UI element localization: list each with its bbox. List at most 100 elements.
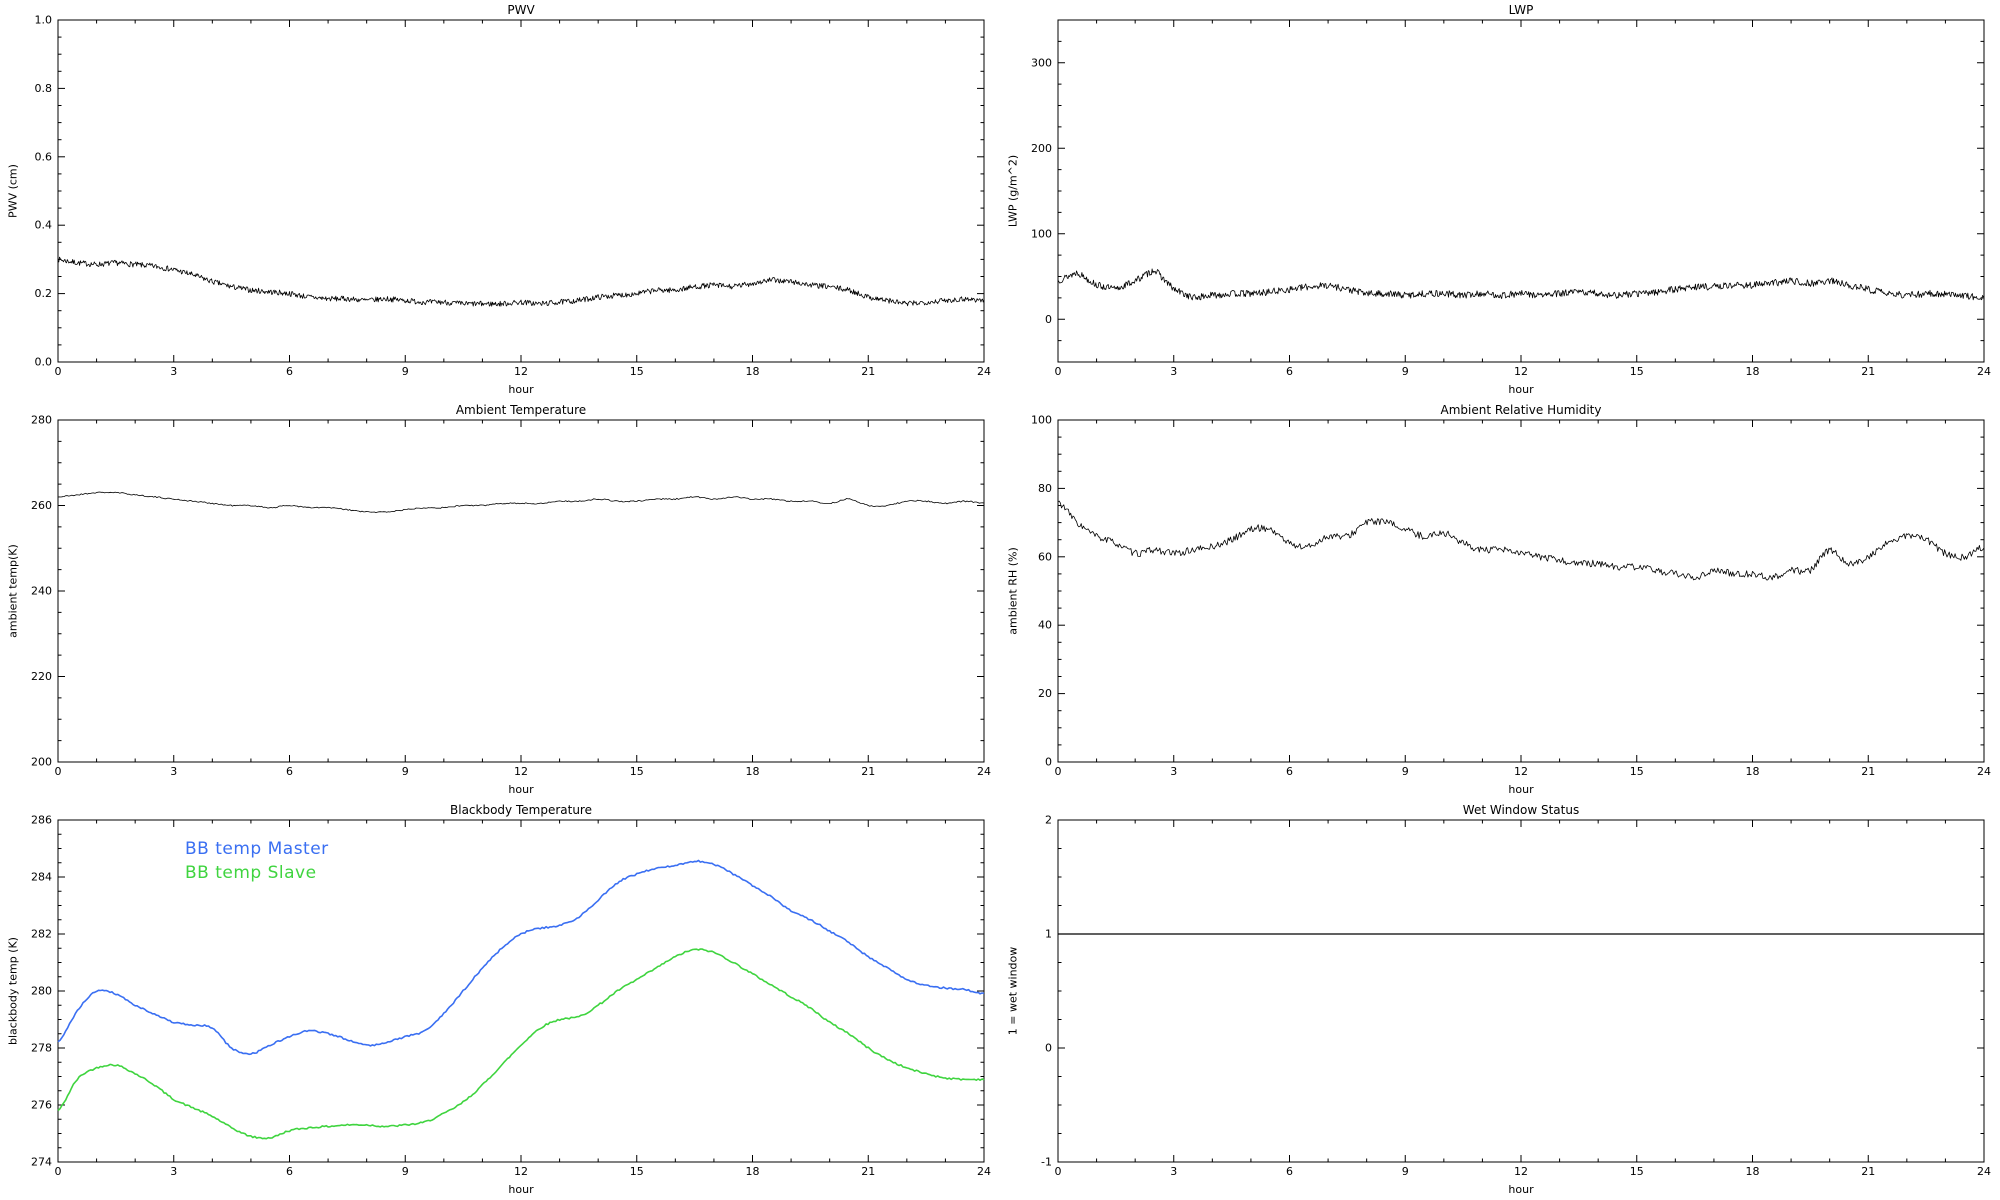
svg-text:0: 0: [1045, 756, 1052, 769]
svg-text:15: 15: [630, 365, 644, 378]
blackbody-temperature-x-axis-label: hour: [508, 1183, 534, 1196]
ambient-temperature-title: Ambient Temperature: [455, 403, 587, 417]
svg-text:24: 24: [977, 765, 991, 778]
svg-text:21: 21: [1861, 365, 1875, 378]
pwv-title: PWV: [507, 3, 535, 17]
pwv-y-axis-label: PWV (cm): [6, 164, 20, 218]
plot-pwv: 0 3 6 9 12 15 18 21 24 0.0 0.2 0.4 0.6 0.8 1.0 PWV PWV…: [0, 0, 1000, 400]
svg-text:0: 0: [55, 365, 62, 378]
pwv-chart-canvas: 0 3 6 9 12 15 18 21 24 0.0 0.2 0.4 0.6 0.8 1.0: [35, 14, 992, 379]
svg-text:24: 24: [1977, 365, 1991, 378]
svg-text:18: 18: [1746, 1165, 1760, 1178]
pwv-x-axis-label: hour: [508, 383, 534, 396]
svg-text:3: 3: [170, 365, 177, 378]
svg-text:6: 6: [1286, 765, 1293, 778]
svg-text:18: 18: [746, 365, 760, 378]
blackbody-legend: BB temp Master BB temp Slave: [185, 838, 329, 886]
ambient-temperature-y-axis-label: ambient temp(K): [6, 544, 20, 638]
svg-text:18: 18: [746, 765, 760, 778]
svg-text:282: 282: [31, 928, 52, 941]
lwp-x-axis-label: hour: [1508, 383, 1534, 396]
svg-text:300: 300: [1031, 56, 1052, 69]
svg-text:15: 15: [1630, 765, 1644, 778]
svg-text:0: 0: [1055, 1165, 1062, 1178]
svg-text:18: 18: [746, 1165, 760, 1178]
svg-text:2: 2: [1045, 814, 1052, 827]
svg-text:80: 80: [1038, 482, 1052, 495]
svg-text:0.8: 0.8: [35, 82, 53, 95]
svg-text:280: 280: [31, 985, 52, 998]
svg-text:0: 0: [55, 1165, 62, 1178]
svg-text:18: 18: [1746, 765, 1760, 778]
svg-text:276: 276: [31, 1099, 52, 1112]
svg-text:1: 1: [1045, 928, 1052, 941]
svg-text:240: 240: [31, 585, 52, 598]
svg-text:100: 100: [1031, 414, 1052, 427]
svg-text:0.0: 0.0: [35, 356, 53, 369]
ambient-temperature-x-axis-label: hour: [508, 783, 534, 796]
svg-text:40: 40: [1038, 619, 1052, 632]
svg-text:9: 9: [402, 365, 409, 378]
svg-text:280: 280: [31, 414, 52, 427]
svg-text:24: 24: [1977, 765, 1991, 778]
svg-text:260: 260: [31, 499, 52, 512]
svg-text:15: 15: [1630, 365, 1644, 378]
svg-text:0.6: 0.6: [35, 150, 53, 163]
svg-text:0: 0: [1055, 765, 1062, 778]
svg-text:6: 6: [286, 365, 293, 378]
svg-text:12: 12: [514, 1165, 528, 1178]
svg-text:12: 12: [514, 765, 528, 778]
svg-text:21: 21: [1861, 1165, 1875, 1178]
svg-text:21: 21: [861, 365, 875, 378]
svg-text:20: 20: [1038, 687, 1052, 700]
svg-text:0: 0: [1045, 1042, 1052, 1055]
svg-text:3: 3: [1170, 765, 1177, 778]
ambient-relative-humidity-title: Ambient Relative Humidity: [1440, 403, 1602, 417]
svg-text:21: 21: [861, 1165, 875, 1178]
svg-text:21: 21: [1861, 765, 1875, 778]
svg-text:6: 6: [286, 765, 293, 778]
svg-text:12: 12: [1514, 365, 1528, 378]
svg-text:3: 3: [170, 765, 177, 778]
svg-text:9: 9: [1402, 365, 1409, 378]
svg-text:9: 9: [402, 765, 409, 778]
lwp-title: LWP: [1508, 3, 1534, 17]
ambient-relative-humidity-x-axis-label: hour: [1508, 783, 1534, 796]
svg-text:0.2: 0.2: [35, 287, 53, 300]
svg-text:9: 9: [402, 1165, 409, 1178]
wet-window-status-x-axis-label: hour: [1508, 1183, 1534, 1196]
svg-text:12: 12: [514, 365, 528, 378]
svg-text:200: 200: [31, 756, 52, 769]
svg-text:3: 3: [170, 1165, 177, 1178]
blackbody-temperature-chart-canvas: 0 3 6 9 12 15 18 21 24 274 276 278 280 282 284 286: [31, 814, 991, 1179]
wet-window-status-y-axis-label: 1 = wet window: [1006, 946, 1020, 1036]
svg-text:9: 9: [1402, 765, 1409, 778]
svg-text:278: 278: [31, 1042, 52, 1055]
svg-text:0: 0: [1055, 365, 1062, 378]
svg-text:3: 3: [1170, 365, 1177, 378]
svg-text:0.4: 0.4: [35, 219, 53, 232]
plot-lwp: 0 3 6 9 12 15 18 21 24 0 100 200 300 LWP LWP (g/m^2)…: [1000, 0, 2000, 400]
svg-text:284: 284: [31, 871, 52, 884]
blackbody-temperature-y-axis-label: blackbody temp (K): [6, 937, 20, 1045]
legend-entry-bb-temp-slave: BB temp Slave: [185, 862, 317, 883]
svg-text:3: 3: [1170, 1165, 1177, 1178]
svg-text:15: 15: [630, 765, 644, 778]
plot-ambient-relative-humidity: 0 3 6 9 12 15 18 21 24 0 20 40 60 80 100 Ambient Relat…: [1000, 400, 2000, 800]
plot-ambient-temperature: 0 3 6 9 12 15 18 21 24 200 220 240 260 280 Ambient Te…: [0, 400, 1000, 800]
legend-entry-bb-temp-master: BB temp Master: [185, 839, 329, 859]
svg-text:1.0: 1.0: [35, 14, 53, 27]
svg-text:24: 24: [977, 365, 991, 378]
ambient-relative-humidity-y-axis-label: ambient RH (%): [1006, 547, 1020, 635]
svg-text:100: 100: [1031, 227, 1052, 240]
svg-text:6: 6: [1286, 365, 1293, 378]
svg-text:0: 0: [55, 765, 62, 778]
lwp-chart-canvas: 0 3 6 9 12 15 18 21 24 0 100 200 300: [1031, 19, 1991, 378]
svg-text:12: 12: [1514, 765, 1528, 778]
lwp-y-axis-label: LWP (g/m^2): [1006, 154, 1020, 228]
svg-text:18: 18: [1746, 365, 1760, 378]
ambient-temperature-chart-canvas: 0 3 6 9 12 15 18 21 24 200 220 240 260 280: [31, 414, 991, 779]
svg-text:274: 274: [31, 1156, 52, 1169]
